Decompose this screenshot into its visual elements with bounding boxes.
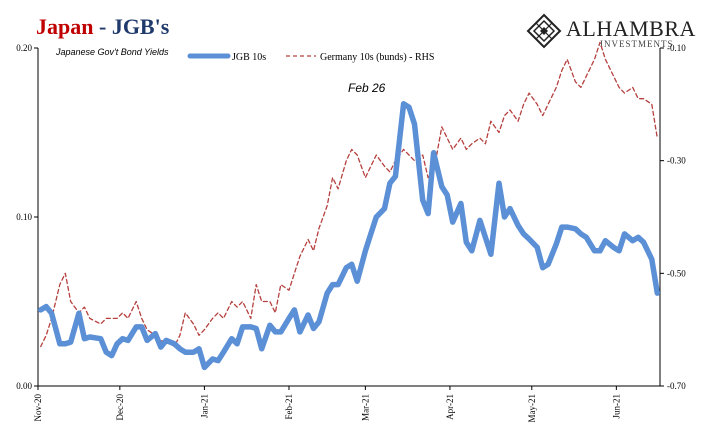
legend: JGB 10s Germany 10s (bunds) - RHS — [187, 52, 434, 63]
x-tick-label: Mar-21 — [360, 394, 370, 421]
x-tick-label: May-21 — [527, 394, 537, 423]
y-right-tick-label: -0.50 — [667, 268, 686, 278]
logo-subtitle: INVESTMENTS — [600, 39, 674, 49]
x-tick-label: Nov-20 — [33, 394, 43, 422]
logo-name: ALHAMBRA — [566, 16, 696, 41]
x-tick-label: Jan-21 — [199, 394, 209, 418]
y-left-tick-label: 0.20 — [16, 43, 32, 53]
chart-title: Japan - JGB's — [36, 14, 170, 39]
y-right-tick-label: -0.10 — [667, 43, 686, 53]
chart-title-main: Japan — [36, 14, 93, 39]
chart-title-rest: JGB's — [112, 14, 170, 39]
alhambra-logo: ALHAMBRA INVESTMENTS — [526, 13, 696, 49]
series-line-germany-10s — [40, 41, 658, 348]
series-layer — [37, 41, 661, 371]
y-right-tick-label: -0.30 — [667, 156, 686, 166]
y-left-tick-label: 0.00 — [16, 381, 32, 391]
annotation-feb26: Feb 26 — [348, 81, 386, 95]
x-tick-label: Apr-21 — [445, 394, 455, 420]
legend-label-jgb: JGB 10s — [232, 52, 266, 63]
chart-subtitle: Japanese Gov't Bond Yields — [55, 47, 169, 57]
diamond-lattice-icon — [526, 13, 562, 49]
series-line-jgb-10s — [37, 101, 661, 371]
x-tick-label: Dec-20 — [115, 394, 125, 421]
x-tick-label: Feb-21 — [284, 394, 294, 420]
y-right-tick-label: -0.70 — [667, 381, 686, 391]
axes: 0.00 0.10 0.20 -0.70 -0.50 -0.30 -0.10 Nov-20 De… — [16, 43, 686, 423]
x-tick-label: Jun-21 — [611, 394, 621, 419]
y-left-tick-label: 0.10 — [16, 212, 32, 222]
chart-title-sep: - — [93, 14, 111, 39]
legend-label-germany: Germany 10s (bunds) - RHS — [320, 52, 434, 63]
